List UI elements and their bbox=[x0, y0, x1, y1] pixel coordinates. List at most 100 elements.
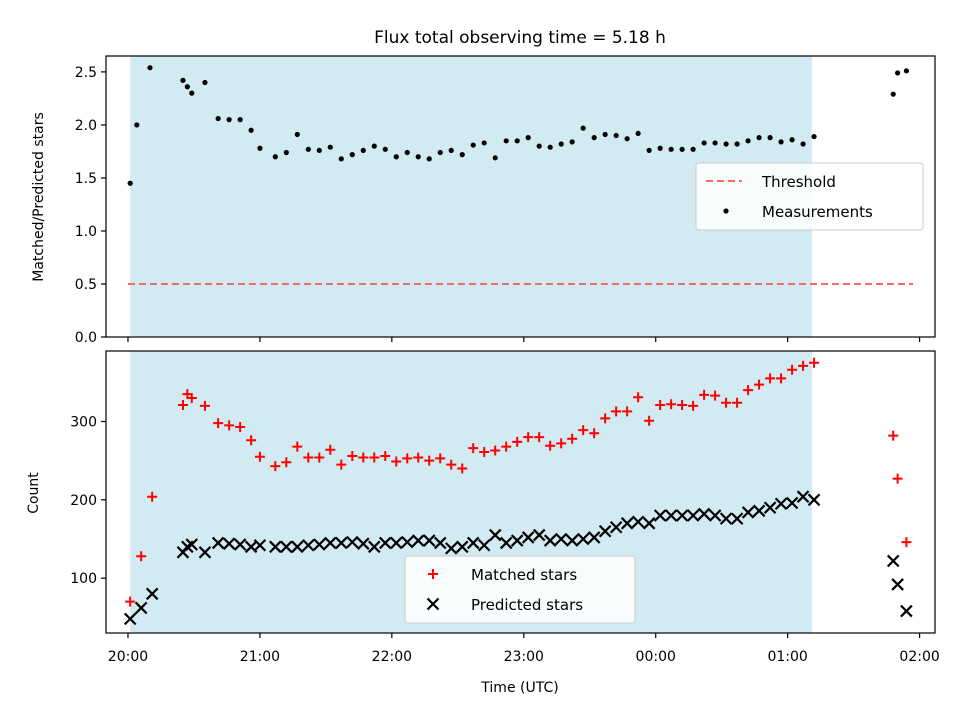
bottom-matched-stars-point bbox=[888, 430, 899, 441]
top-measurements-point bbox=[712, 140, 718, 146]
bottom-matched-stars-point bbox=[186, 393, 197, 403]
bottom-predicted-stars-point bbox=[796, 490, 810, 503]
bottom-predicted-stars-point bbox=[763, 501, 777, 514]
top-measurements-point bbox=[226, 117, 232, 123]
top-measurements-point bbox=[360, 147, 366, 153]
bottom-predicted-stars-point bbox=[134, 601, 148, 615]
bottom-matched-stars-point bbox=[292, 441, 303, 452]
top-measurements-point bbox=[547, 144, 553, 150]
bottom-matched-stars-point bbox=[512, 436, 523, 447]
top-measurements-point bbox=[890, 91, 896, 97]
top-measurements-point bbox=[393, 154, 399, 160]
top-measurements-point bbox=[404, 149, 410, 156]
bottom-matched-stars-point bbox=[369, 452, 380, 463]
top-measurements-point bbox=[272, 154, 278, 160]
bottom-predicted-stars-point bbox=[145, 587, 159, 601]
bottom-predicted-stars-point bbox=[291, 540, 304, 554]
top-measurements-point bbox=[903, 68, 910, 74]
bottom-matched-stars-point bbox=[446, 459, 457, 470]
bottom-matched-stars-point bbox=[589, 428, 600, 439]
bottom-predicted-stars-point bbox=[900, 604, 913, 618]
bottom-matched-stars-point bbox=[468, 443, 479, 454]
bottom-matched-stars-point bbox=[314, 452, 325, 463]
bottom-predicted-stars-point bbox=[346, 535, 359, 549]
bottom-predicted-stars-point bbox=[378, 536, 392, 550]
top-measurements-point bbox=[215, 115, 221, 122]
top-measurements-point bbox=[503, 138, 509, 144]
top-measurements-point bbox=[536, 143, 542, 149]
y-tick-label: 0.5 bbox=[75, 277, 97, 293]
top-measurements-point bbox=[558, 141, 564, 147]
bottom-predicted-stars-point bbox=[280, 540, 293, 554]
legend-measurements-label: Measurements bbox=[762, 203, 873, 221]
bottom-predicted-stars-point bbox=[708, 509, 722, 522]
bottom-predicted-stars-point bbox=[499, 536, 513, 550]
bottom-matched-stars-point bbox=[721, 397, 732, 408]
y-tick-label: 2.0 bbox=[75, 118, 97, 134]
legend-predicted-swatch bbox=[426, 597, 440, 611]
bottom-matched-stars-point bbox=[490, 445, 501, 456]
top-measurements-point bbox=[415, 154, 421, 160]
bottom-predicted-stars-point bbox=[521, 531, 535, 544]
top-measurements-point bbox=[180, 77, 186, 83]
bottom-matched-stars-point bbox=[235, 421, 246, 432]
top-measurements-point bbox=[305, 146, 311, 152]
legend-predicted-label: Predicted stars bbox=[471, 596, 583, 614]
top-measurements-point bbox=[184, 84, 190, 90]
top-measurements-point bbox=[668, 146, 674, 152]
bottom-matched-stars-point bbox=[901, 537, 912, 548]
top-measurements-point bbox=[127, 180, 133, 186]
bottom-matched-stars-point bbox=[567, 433, 578, 444]
bottom-matched-stars-point bbox=[655, 400, 666, 411]
top-measurements-point bbox=[701, 140, 707, 146]
bottom-matched-stars-point bbox=[177, 400, 188, 411]
y-tick-label: 300 bbox=[70, 415, 97, 431]
bottom-predicted-stars-point bbox=[389, 536, 403, 550]
bottom-predicted-stars-point bbox=[211, 536, 225, 550]
top-measurements-point bbox=[800, 141, 806, 147]
top-measurements-point bbox=[580, 125, 586, 131]
top-measurements-point bbox=[202, 79, 208, 86]
bottom-matched-stars-point bbox=[435, 453, 446, 464]
bottom-matched-stars-point bbox=[391, 456, 402, 467]
bottom-predicted-stars-point bbox=[598, 524, 612, 538]
bottom-matched-stars-point bbox=[424, 455, 435, 466]
top-measurements-point bbox=[237, 117, 243, 123]
top-measurements-point bbox=[459, 152, 465, 158]
top-measurements-point bbox=[789, 137, 795, 143]
bottom-predicted-stars-point bbox=[222, 537, 236, 550]
bottom-predicted-stars-point bbox=[123, 612, 137, 626]
bottom-predicted-stars-point bbox=[488, 528, 502, 542]
bottom-matched-stars-point bbox=[743, 385, 754, 396]
top-measurements-point bbox=[679, 146, 685, 152]
bottom-matched-stars-point bbox=[666, 399, 677, 410]
bottom-matched-stars-point bbox=[147, 491, 158, 502]
bottom-matched-stars-point bbox=[270, 461, 281, 472]
x-tick-label: 21:00 bbox=[240, 649, 280, 665]
bottom-matched-stars-point bbox=[479, 447, 490, 458]
bottom-matched-stars-point bbox=[224, 420, 235, 431]
bottom-predicted-stars-point bbox=[642, 517, 656, 530]
bottom-predicted-stars-point bbox=[335, 536, 348, 550]
x-tick-label: 02:00 bbox=[899, 649, 939, 665]
bottom-matched-stars-point bbox=[611, 406, 622, 417]
bottom-matched-stars-point bbox=[754, 379, 765, 390]
bottom-matched-stars-point bbox=[336, 459, 347, 470]
x-tick-label: 22:00 bbox=[372, 649, 412, 665]
bottom-matched-stars-point bbox=[303, 452, 314, 463]
bottom-matched-stars-point bbox=[809, 357, 820, 368]
legend-threshold-label: Threshold bbox=[761, 173, 836, 191]
top-measurements-point bbox=[734, 141, 740, 147]
bottom-matched-stars-point bbox=[402, 453, 413, 464]
bottom-predicted-stars-point bbox=[185, 538, 199, 551]
bottom-predicted-stars-point bbox=[730, 512, 744, 525]
legend-measurements-swatch bbox=[723, 208, 729, 214]
top-measurements-point bbox=[635, 130, 641, 137]
bottom-matched-stars-point bbox=[457, 463, 468, 474]
bottom-matched-stars-point bbox=[254, 451, 265, 462]
bottom-matched-stars-point bbox=[125, 596, 136, 607]
bottom-predicted-stars-point bbox=[253, 538, 267, 552]
bottom-predicted-stars-point bbox=[752, 504, 766, 518]
bottom-matched-stars-point bbox=[136, 551, 147, 562]
